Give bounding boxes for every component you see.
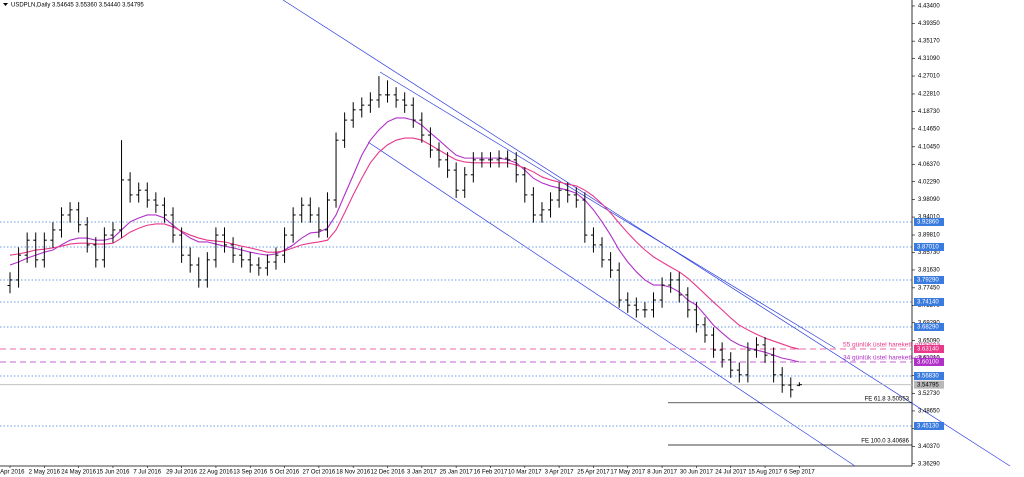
x-tick-label: 7 Jul 2016 — [133, 470, 161, 476]
x-tick-label: 18 Nov 2016 — [336, 470, 371, 476]
y-tick-label: 4.10450 — [918, 144, 940, 150]
level-label: 3.87010 — [917, 245, 939, 251]
level-badge — [914, 322, 944, 331]
y-tick-label: 4.31090 — [918, 56, 940, 62]
y-tick-label: 4.06370 — [918, 162, 940, 168]
x-tick-label: 15 Jun 2016 — [96, 470, 130, 476]
chart-title: USDPLN,Daily 3.54645 3.55360 3.54440 3.5… — [11, 3, 144, 9]
x-tick-label: 12 Dec 2016 — [371, 470, 406, 476]
y-tick-label: 3.40370 — [918, 444, 940, 450]
x-tick-label: 24 May 2016 — [61, 470, 96, 476]
x-tick-label: 24 Jul 2017 — [715, 470, 747, 476]
y-tick-label: 4.22810 — [918, 92, 940, 98]
channel-line — [282, 0, 1011, 467]
y-tick-label: 4.02290 — [918, 179, 940, 185]
fib-label: FE 61.8 3.50553 — [865, 396, 910, 402]
y-tick-label: 3.48650 — [918, 409, 940, 415]
x-tick-label: 5 Oct 2016 — [270, 470, 300, 476]
menu-arrow — [3, 3, 8, 6]
level-label: 3.79290 — [917, 278, 939, 284]
level-badge — [914, 380, 944, 389]
x-tick-label: 27 Oct 2016 — [303, 470, 336, 476]
y-tick-label: 4.14650 — [918, 126, 940, 132]
x-tick-label: 29 Jul 2016 — [166, 470, 198, 476]
x-tick-label: 25 Jan 2017 — [440, 470, 474, 476]
x-tick-label: 6 Sep 2017 — [784, 470, 815, 476]
y-tick-label: 3.65090 — [918, 338, 940, 344]
y-tick-label: 3.94010 — [918, 215, 940, 221]
x-tick-label: 15 Aug 2017 — [748, 470, 782, 476]
x-tick-label: 10 Mar 2017 — [508, 470, 542, 476]
x-tick-label: 2 May 2016 — [29, 470, 61, 476]
level-badge — [914, 297, 944, 306]
level-label: 3.68290 — [917, 325, 939, 331]
x-tick-label: 25 Apr 2017 — [577, 470, 610, 476]
y-tick-label: 4.18730 — [918, 109, 940, 115]
y-tick-label: 3.52730 — [918, 391, 940, 397]
x-tick-label: 3 Jan 2017 — [407, 470, 437, 476]
level-label: 3.63140 — [917, 347, 939, 353]
moving-average-line — [9, 137, 800, 350]
x-tick-label: 13 Sep 2016 — [233, 470, 268, 476]
level-badge — [914, 371, 944, 380]
level-badge — [914, 357, 944, 366]
y-tick-label: 3.89810 — [918, 233, 940, 239]
level-badge — [914, 421, 944, 430]
fib-label: FE 100.0 3.40686 — [861, 439, 909, 445]
y-tick-label: 3.36290 — [918, 461, 940, 467]
level-badge — [914, 275, 944, 284]
y-tick-label: 4.27010 — [918, 74, 940, 80]
y-tick-label: 3.98090 — [918, 197, 940, 203]
x-tick-label: 16 Feb 2017 — [474, 470, 508, 476]
x-tick-label: 22 Aug 2016 — [199, 470, 233, 476]
level-label: 3.74140 — [917, 300, 939, 306]
y-tick-label: 3.85730 — [918, 250, 940, 256]
x-tick-label: 8 Jun 2017 — [647, 470, 677, 476]
level-label: 3.56830 — [917, 374, 939, 380]
level-label: 3.54795 — [917, 382, 939, 388]
level-badge — [914, 242, 944, 251]
y-tick-label: 4.39350 — [918, 21, 940, 27]
y-tick-label: 4.43400 — [918, 4, 940, 10]
level-label: 3.45130 — [917, 424, 939, 430]
x-tick-label: 30 Jun 2017 — [680, 470, 714, 476]
x-tick-label: 8 Apr 2016 — [0, 470, 25, 476]
y-tick-label: 3.77450 — [918, 285, 940, 291]
ma-annotation: 34 günlük üstel hareketli ortalama — [843, 355, 941, 362]
x-tick-label: 3 Apr 2017 — [545, 470, 575, 476]
level-badge — [914, 345, 944, 354]
y-tick-label: 3.81630 — [918, 268, 940, 274]
moving-average-line — [9, 117, 800, 363]
ma-annotation: 55 günlük üstel hareketli ortalama — [843, 342, 941, 349]
x-tick-label: 17 May 2017 — [610, 470, 645, 476]
level-badge — [914, 217, 944, 226]
level-label: 3.60100 — [917, 360, 939, 366]
channel-line — [367, 141, 856, 467]
y-tick-label: 4.35170 — [918, 39, 940, 45]
level-label: 3.92860 — [917, 220, 939, 226]
